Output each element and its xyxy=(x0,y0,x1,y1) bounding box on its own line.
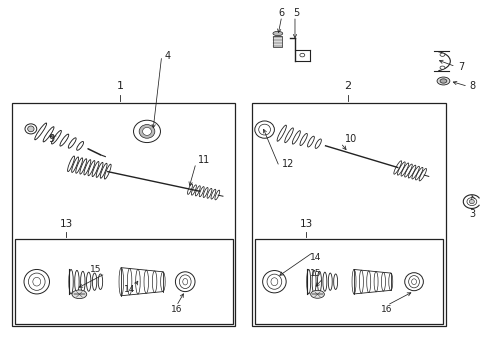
Text: 10: 10 xyxy=(345,134,358,144)
Ellipse shape xyxy=(405,273,423,291)
Ellipse shape xyxy=(311,290,324,298)
Ellipse shape xyxy=(24,269,49,294)
Ellipse shape xyxy=(255,121,274,138)
Ellipse shape xyxy=(263,271,286,293)
Ellipse shape xyxy=(469,199,474,204)
Text: 16: 16 xyxy=(171,305,182,314)
Text: 5: 5 xyxy=(294,8,299,18)
Text: 6: 6 xyxy=(279,8,285,18)
Ellipse shape xyxy=(440,53,445,57)
Text: 2: 2 xyxy=(344,81,351,91)
Text: 16: 16 xyxy=(381,305,393,314)
Text: 4: 4 xyxy=(164,51,171,61)
Ellipse shape xyxy=(27,126,34,132)
Ellipse shape xyxy=(271,278,278,286)
Ellipse shape xyxy=(133,120,161,143)
Ellipse shape xyxy=(72,290,87,299)
Text: 13: 13 xyxy=(299,219,313,229)
Text: 12: 12 xyxy=(282,159,294,169)
Ellipse shape xyxy=(143,127,151,135)
Bar xyxy=(15,239,233,324)
Ellipse shape xyxy=(412,279,416,284)
Text: 15: 15 xyxy=(90,266,101,275)
Text: 14: 14 xyxy=(124,285,136,294)
Ellipse shape xyxy=(25,124,37,134)
Ellipse shape xyxy=(33,278,41,286)
Ellipse shape xyxy=(300,53,305,57)
Text: 11: 11 xyxy=(198,155,211,165)
Text: 3: 3 xyxy=(470,209,476,219)
Bar xyxy=(273,36,282,47)
Ellipse shape xyxy=(183,279,188,285)
Ellipse shape xyxy=(437,77,450,85)
Text: 1: 1 xyxy=(117,81,123,91)
Bar xyxy=(12,103,235,326)
Ellipse shape xyxy=(440,79,447,83)
Bar xyxy=(252,103,446,326)
Text: 8: 8 xyxy=(469,81,475,91)
Ellipse shape xyxy=(273,31,283,36)
Text: 7: 7 xyxy=(458,62,465,72)
Text: 13: 13 xyxy=(59,219,73,229)
Text: 9: 9 xyxy=(49,134,54,144)
Ellipse shape xyxy=(175,272,195,292)
Ellipse shape xyxy=(139,125,155,138)
Ellipse shape xyxy=(440,66,445,69)
Text: 15: 15 xyxy=(310,269,322,278)
Bar xyxy=(255,239,443,324)
Text: 14: 14 xyxy=(310,253,322,262)
